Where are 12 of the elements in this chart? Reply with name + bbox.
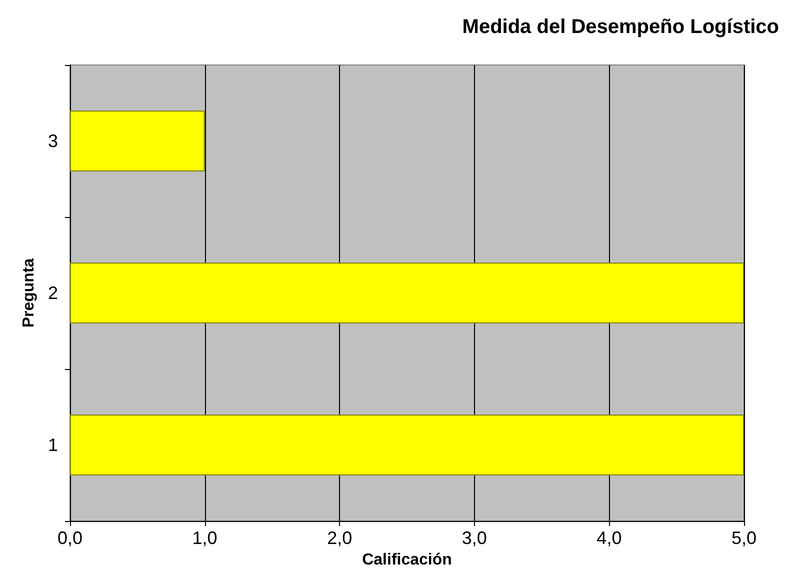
chart-title: Medida del Desempeño Logístico [462, 16, 779, 38]
y-tick-label: 2 [48, 283, 58, 303]
x-tick-label: 1,0 [192, 528, 218, 548]
x-tick-label: 2,0 [327, 528, 352, 548]
x-tick-label: 0,0 [57, 528, 83, 548]
x-tick-label: 5,0 [731, 528, 757, 548]
x-tick-label: 3,0 [462, 528, 487, 548]
x-tick-label: 4,0 [596, 528, 622, 548]
y-axis-title: Pregunta [20, 258, 38, 328]
y-tick-label: 1 [48, 435, 58, 455]
y-tick-label: 3 [48, 131, 58, 151]
x-axis-title: Calificación [362, 551, 452, 568]
